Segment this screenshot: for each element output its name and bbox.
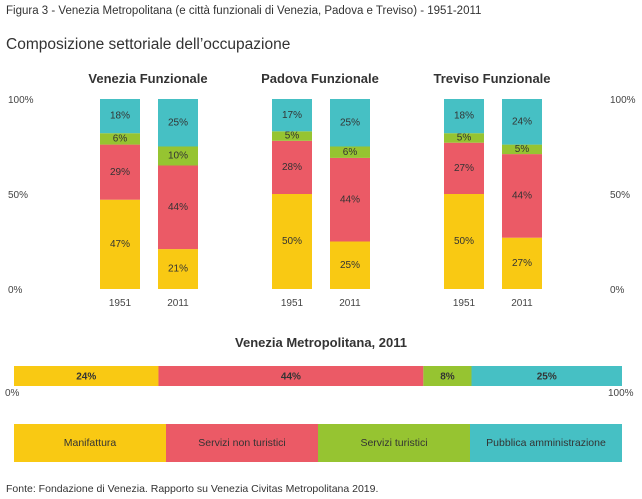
venezia-funzionale-bar-1951-manifattura xyxy=(100,199,140,289)
venezia-funzionale-bar-1951-servizi-non-turistici xyxy=(100,144,140,200)
venezia-funzionale-label-2011-pubblica-amministrazione: 25% xyxy=(168,117,188,128)
y-tick-left-50: 50% xyxy=(8,190,28,201)
padova-funzionale-label-2011-manifattura: 25% xyxy=(340,260,360,271)
venezia-funzionale-bar-1951-pubblica-amministrazione xyxy=(100,99,140,134)
legend-item-servizi-non-turistici: Servizi non turistici xyxy=(166,424,318,462)
metro-label-manifattura: 24% xyxy=(76,372,96,383)
padova-funzionale-bar-1951-pubblica-amministrazione xyxy=(272,99,312,132)
venezia-funzionale-bar-2011-servizi-non-turistici xyxy=(158,165,198,250)
y-tick-right-100: 100% xyxy=(610,95,636,106)
metro-label-servizi-turistici: 8% xyxy=(440,372,455,383)
padova-funzionale-label-2011-pubblica-amministrazione: 25% xyxy=(340,117,360,128)
venezia-funzionale-label-1951-servizi-turistici: 6% xyxy=(113,134,128,145)
venezia-funzionale-label-1951-pubblica-amministrazione: 18% xyxy=(110,111,130,122)
padova-funzionale-bar-2011-manifattura xyxy=(330,241,370,289)
padova-funzionale-category-2011: 2011 xyxy=(339,298,361,309)
metro-bar-servizi-non-turistici xyxy=(158,366,424,386)
y-tick-right-0: 0% xyxy=(610,285,625,296)
treviso-funzionale-category-2011: 2011 xyxy=(511,298,533,309)
metro-bar-pubblica-amministrazione xyxy=(471,366,622,386)
metro-label-servizi-non-turistici: 44% xyxy=(281,372,301,383)
treviso-funzionale-label-1951-pubblica-amministrazione: 18% xyxy=(454,111,474,122)
padova-funzionale-title: Padova Funzionale xyxy=(261,71,379,86)
y-tick-left-0: 0% xyxy=(8,285,23,296)
legend: Manifattura Servizi non turistici Serviz… xyxy=(14,424,622,462)
source-note: Fonte: Fondazione di Venezia. Rapporto s… xyxy=(6,483,379,495)
venezia-funzionale-label-1951-manifattura: 47% xyxy=(110,239,130,250)
padova-funzionale-label-1951-pubblica-amministrazione: 17% xyxy=(282,110,302,121)
treviso-funzionale-title: Treviso Funzionale xyxy=(433,71,550,86)
venezia-funzionale-label-1951-servizi-non-turistici: 29% xyxy=(110,167,130,178)
treviso-funzionale-bar-2011-manifattura xyxy=(502,237,542,289)
treviso-funzionale-bar-2011-pubblica-amministrazione xyxy=(502,99,542,145)
y-tick-left-100: 100% xyxy=(8,95,34,106)
padova-funzionale-label-2011-servizi-non-turistici: 44% xyxy=(340,194,360,205)
metro-label-pubblica-amministrazione: 25% xyxy=(537,372,557,383)
venezia-funzionale-label-2011-servizi-turistici: 10% xyxy=(168,151,188,162)
legend-item-servizi-turistici: Servizi turistici xyxy=(318,424,470,462)
padova-funzionale-label-1951-manifattura: 50% xyxy=(282,236,302,247)
treviso-funzionale-label-2011-pubblica-amministrazione: 24% xyxy=(512,116,532,127)
treviso-funzionale-category-1951: 1951 xyxy=(453,298,476,309)
padova-funzionale-bar-1951-servizi-turistici xyxy=(272,131,312,141)
metro-chart-title: Venezia Metropolitana, 2011 xyxy=(235,335,407,350)
venezia-funzionale-label-2011-manifattura: 21% xyxy=(168,264,188,275)
treviso-funzionale-label-1951-servizi-turistici: 5% xyxy=(457,133,472,144)
venezia-funzionale-bar-2011-servizi-turistici xyxy=(158,146,198,166)
figure-title: Figura 3 - Venezia Metropolitana (e citt… xyxy=(6,5,482,17)
venezia-funzionale-label-2011-servizi-non-turistici: 44% xyxy=(168,202,188,213)
padova-funzionale-category-1951: 1951 xyxy=(281,298,304,309)
venezia-funzionale-bar-2011-manifattura xyxy=(158,249,198,289)
venezia-funzionale-category-2011: 2011 xyxy=(167,298,189,309)
metro-bar-manifattura xyxy=(14,366,159,386)
metro-bar-servizi-turistici xyxy=(423,366,472,386)
treviso-funzionale-bar-2011-servizi-non-turistici xyxy=(502,154,542,238)
metro-axis-min: 0% xyxy=(5,388,20,399)
padova-funzionale-bar-1951-manifattura xyxy=(272,194,312,289)
treviso-funzionale-bar-2011-servizi-turistici xyxy=(502,144,542,155)
treviso-funzionale-bar-1951-manifattura xyxy=(444,194,484,289)
padova-funzionale-label-1951-servizi-non-turistici: 28% xyxy=(282,162,302,173)
treviso-funzionale-bar-1951-pubblica-amministrazione xyxy=(444,99,484,134)
y-tick-right-50: 50% xyxy=(610,190,630,201)
padova-funzionale-bar-2011-servizi-non-turistici xyxy=(330,157,370,242)
treviso-funzionale-label-2011-servizi-turistici: 5% xyxy=(515,144,530,155)
venezia-funzionale-title: Venezia Funzionale xyxy=(88,71,207,86)
legend-item-pubblica-amministrazione: Pubblica amministrazione xyxy=(470,424,622,462)
treviso-funzionale-label-2011-servizi-non-turistici: 44% xyxy=(512,191,532,202)
treviso-funzionale-bar-1951-servizi-non-turistici xyxy=(444,142,484,194)
metro-axis-max: 100% xyxy=(608,388,634,399)
chart-subtitle: Composizione settoriale dell’occupazione xyxy=(6,36,291,53)
padova-funzionale-label-1951-servizi-turistici: 5% xyxy=(285,131,300,142)
treviso-funzionale-label-1951-servizi-non-turistici: 27% xyxy=(454,163,474,174)
venezia-funzionale-bar-1951-servizi-turistici xyxy=(100,133,140,145)
padova-funzionale-bar-2011-servizi-turistici xyxy=(330,146,370,158)
treviso-funzionale-label-1951-manifattura: 50% xyxy=(454,236,474,247)
padova-funzionale-bar-2011-pubblica-amministrazione xyxy=(330,99,370,147)
treviso-funzionale-bar-1951-servizi-turistici xyxy=(444,133,484,143)
venezia-funzionale-category-1951: 1951 xyxy=(109,298,132,309)
padova-funzionale-label-2011-servizi-turistici: 6% xyxy=(343,147,358,158)
treviso-funzionale-label-2011-manifattura: 27% xyxy=(512,258,532,269)
padova-funzionale-bar-1951-servizi-non-turistici xyxy=(272,140,312,194)
legend-item-manifattura: Manifattura xyxy=(14,424,166,462)
venezia-funzionale-bar-2011-pubblica-amministrazione xyxy=(158,99,198,147)
